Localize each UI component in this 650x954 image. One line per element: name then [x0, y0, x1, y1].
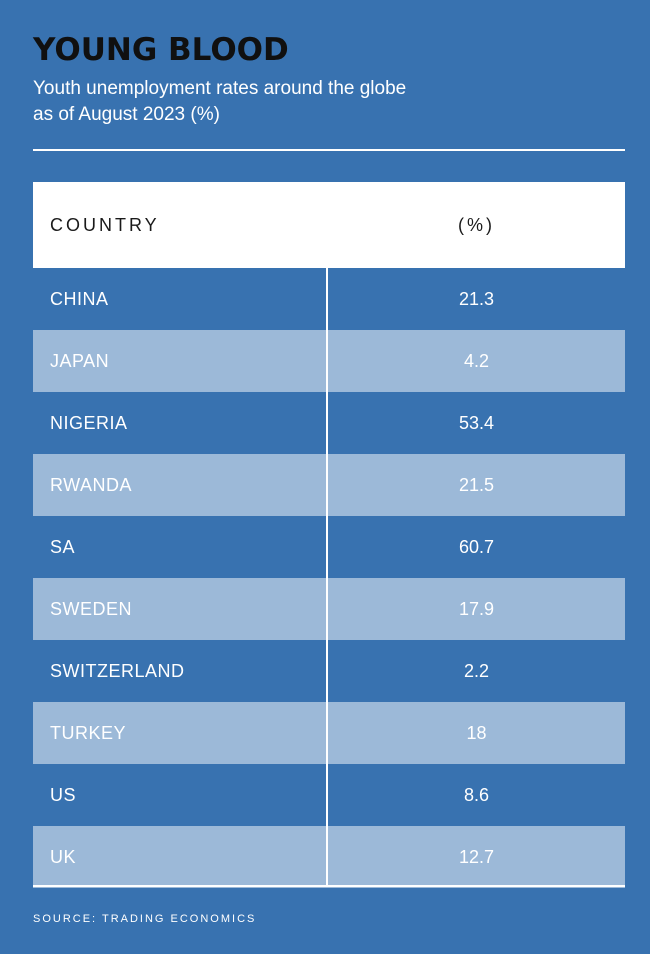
- table-row: US 8.6: [33, 764, 625, 826]
- table-row: NIGERIA 53.4: [33, 392, 625, 454]
- value-cell: 53.4: [458, 413, 495, 433]
- table-row: JAPAN 4.2: [33, 330, 625, 392]
- table-row: SA 60.7: [33, 516, 625, 578]
- column-divider: [326, 268, 328, 886]
- country-cell: US: [50, 785, 77, 805]
- value-cell: 17.9: [458, 599, 495, 619]
- country-cell: SWITZERLAND: [50, 661, 185, 681]
- table-row: CHINA 21.3: [33, 268, 625, 330]
- country-cell: JAPAN: [50, 351, 110, 371]
- table-row: SWEDEN 17.9: [33, 578, 625, 640]
- value-cell: 4.2: [463, 351, 490, 371]
- value-cell: 60.7: [458, 537, 495, 557]
- value-cell: 8.6: [463, 785, 490, 805]
- unemployment-table: COUNTRY (%) CHINA 21.3 JAPAN 4.2 NIGERIA 53.4…: [33, 182, 625, 888]
- chart-title: YOUNG BLOOD: [33, 32, 289, 68]
- country-cell: SWEDEN: [50, 599, 133, 619]
- country-cell: TURKEY: [50, 723, 127, 743]
- bottom-rule: [33, 885, 625, 887]
- value-cell: 21.3: [458, 289, 495, 309]
- table-row: SWITZERLAND 2.2: [33, 640, 625, 702]
- table-header: COUNTRY (%): [33, 182, 625, 268]
- value-cell: 12.7: [458, 847, 495, 867]
- table-row: UK 12.7: [33, 826, 625, 888]
- value-cell: 2.2: [463, 661, 490, 681]
- table-row: RWANDA 21.5: [33, 454, 625, 516]
- country-cell: UK: [50, 847, 77, 867]
- value-cell: 21.5: [458, 475, 495, 495]
- top-rule: [33, 149, 625, 151]
- table-body: CHINA 21.3 JAPAN 4.2 NIGERIA 53.4 RWANDA 21.5 SA…: [33, 268, 625, 888]
- country-cell: CHINA: [50, 289, 109, 309]
- table-row: TURKEY 18: [33, 702, 625, 764]
- chart-subtitle: Youth unemployment rates around the glob…: [33, 78, 407, 125]
- country-cell: SA: [50, 537, 76, 557]
- country-cell: RWANDA: [50, 475, 133, 495]
- column-header-country: COUNTRY: [50, 215, 160, 235]
- column-header-percent: (%): [458, 215, 495, 235]
- country-cell: NIGERIA: [50, 413, 128, 433]
- source-note: SOURCE: TRADING ECONOMICS: [33, 913, 257, 925]
- value-cell: 18: [466, 723, 487, 743]
